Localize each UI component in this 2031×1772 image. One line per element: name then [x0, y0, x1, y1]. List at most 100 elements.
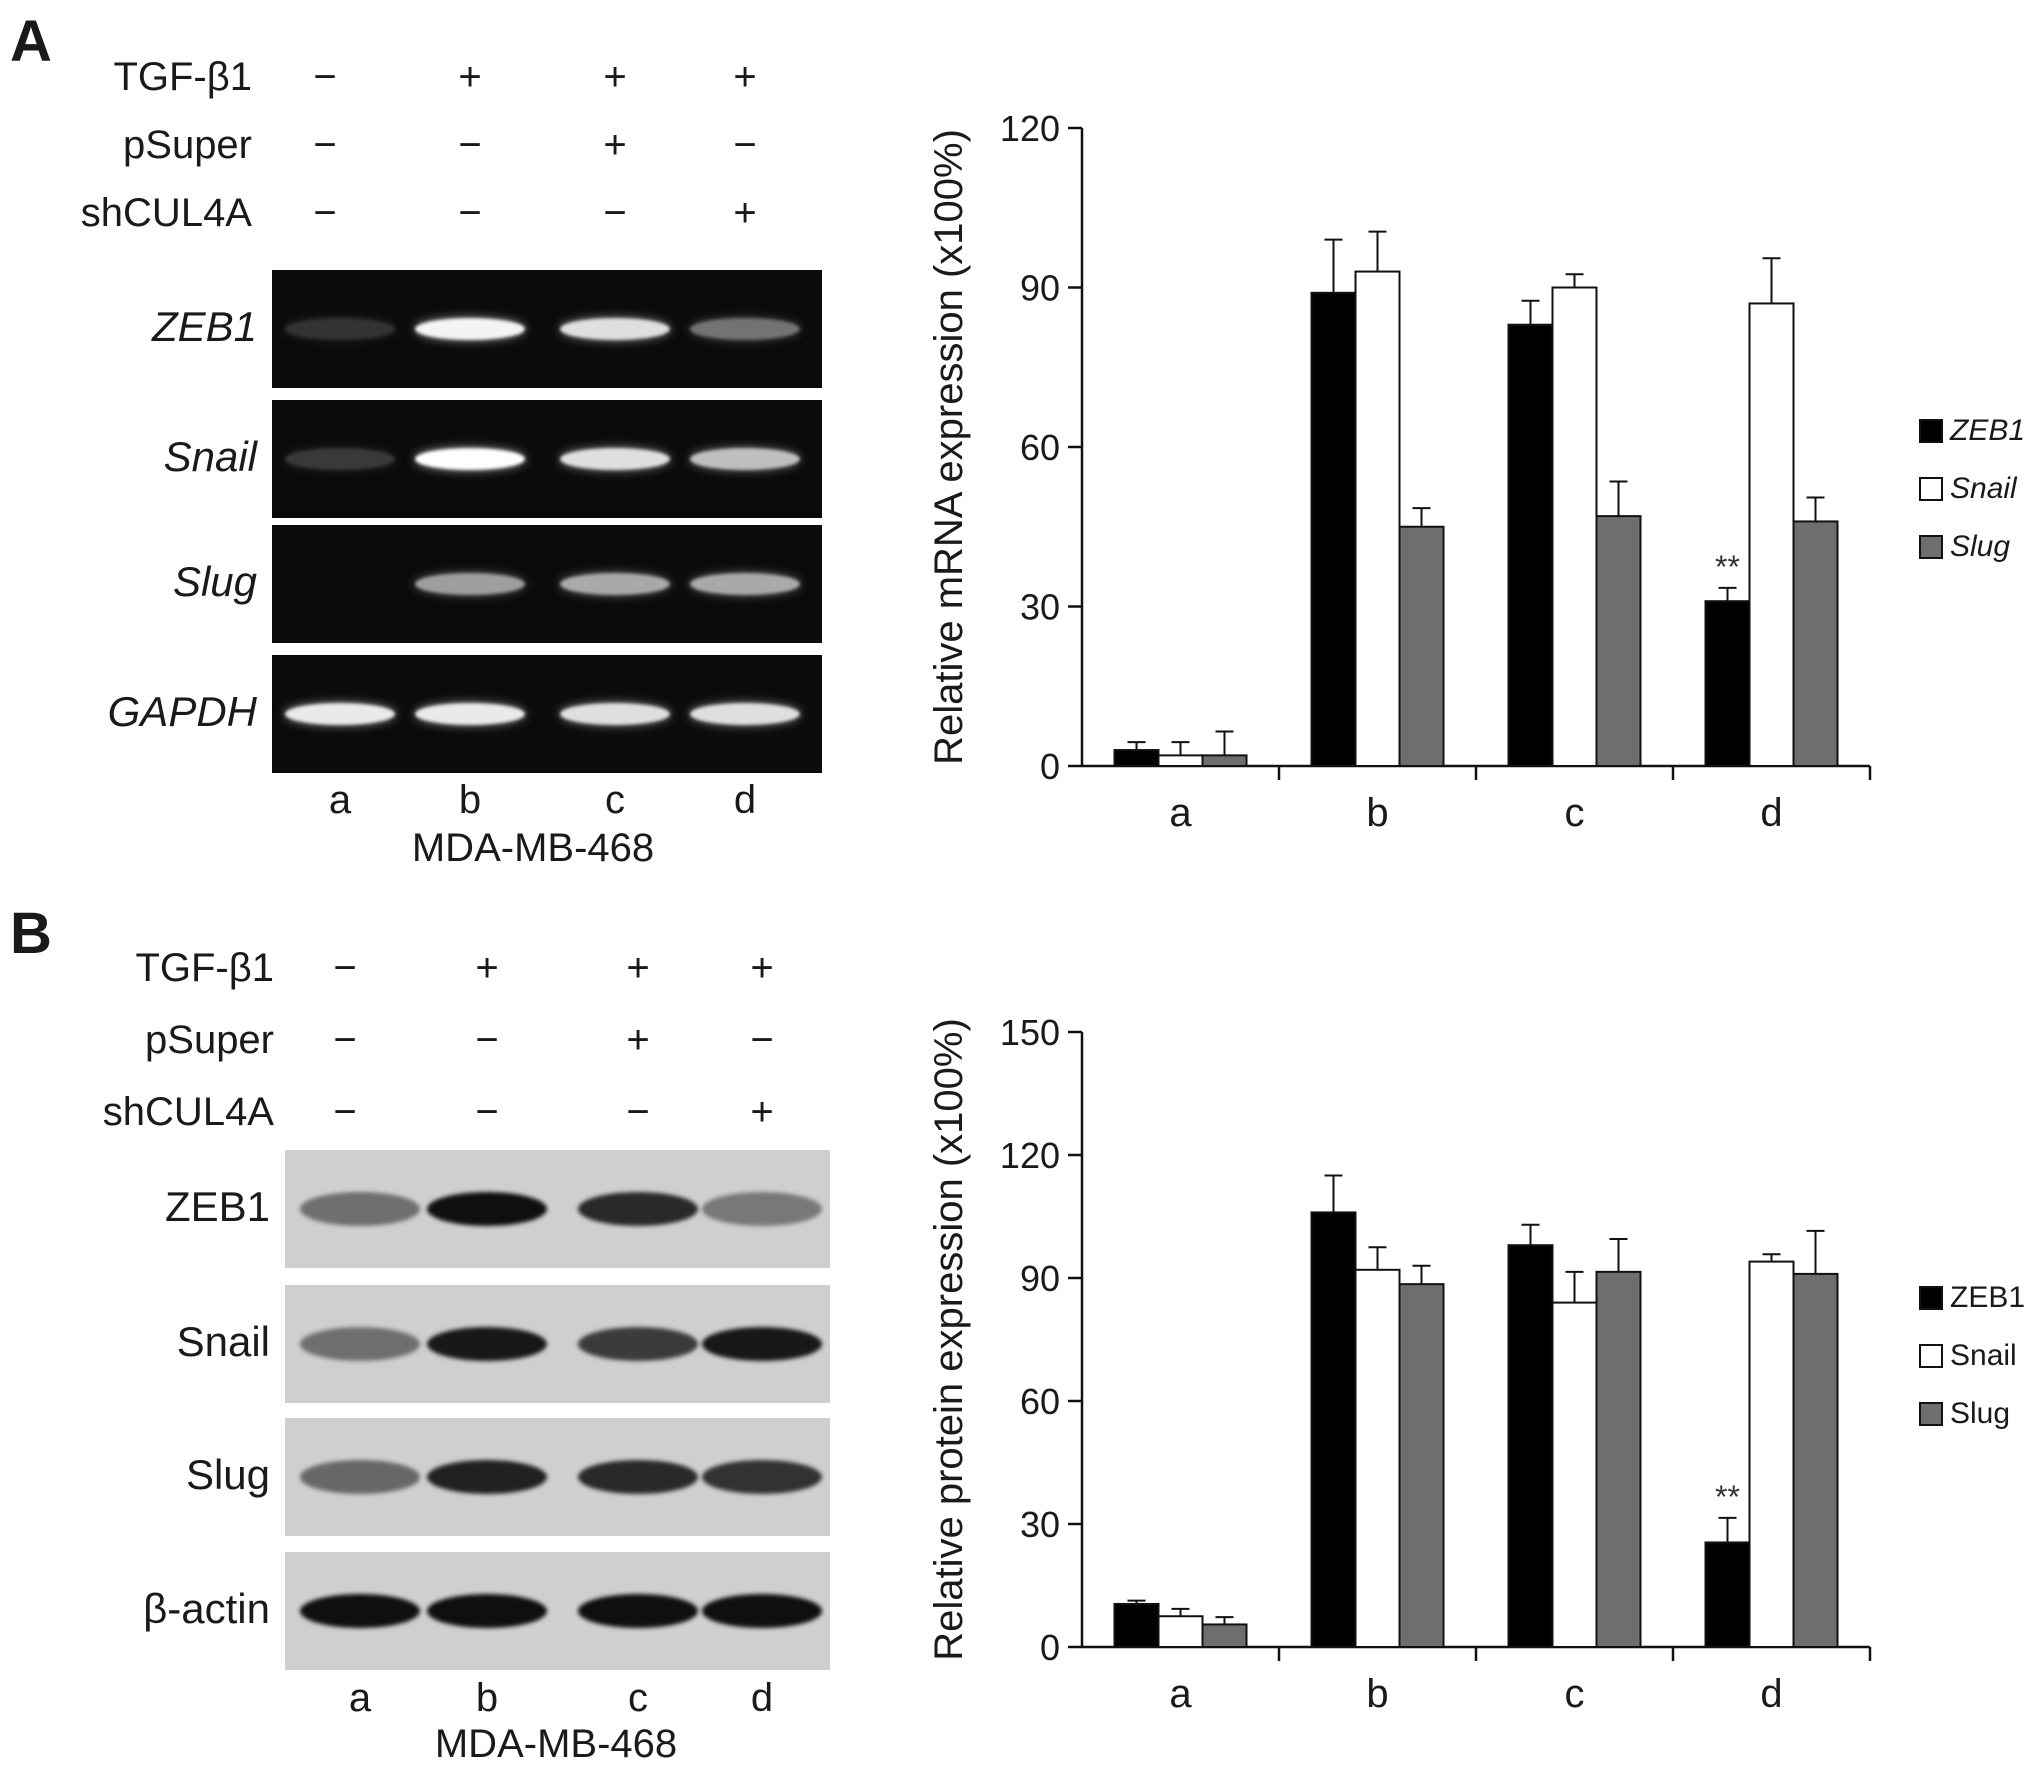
gel-band — [415, 703, 525, 725]
bar — [1157, 754, 1204, 767]
condition-sign: + — [475, 946, 499, 990]
condition-sign: − — [333, 1018, 357, 1062]
condition-sign: + — [458, 55, 482, 99]
bar — [1704, 1541, 1751, 1649]
gel-band — [427, 1327, 547, 1361]
gel-band — [690, 448, 800, 470]
y-tick-label: 60 — [1020, 1381, 1060, 1422]
bar — [1748, 1260, 1795, 1648]
bar — [1792, 1272, 1839, 1648]
bar — [1551, 286, 1598, 767]
gel-band — [702, 1327, 822, 1361]
condition-sign: + — [750, 1090, 774, 1134]
x-tick-label: b — [1366, 1672, 1388, 1716]
lane-label: b — [458, 778, 482, 822]
significance-marker: ** — [1715, 1479, 1740, 1515]
bar — [1113, 749, 1160, 767]
gel-strip — [285, 1285, 830, 1403]
gel-strip — [272, 400, 822, 518]
condition-sign: + — [733, 191, 757, 235]
gel-band — [300, 1460, 420, 1494]
legend-swatch — [1919, 535, 1943, 559]
gel-band — [560, 448, 670, 470]
legend-swatch — [1919, 1286, 1943, 1310]
plot-area: 0 30 60 90 120 150 Relative protein expression… — [927, 1012, 1872, 1716]
condition-sign: − — [733, 123, 757, 167]
condition-sign: − — [333, 1090, 357, 1134]
gel-strip — [285, 1418, 830, 1536]
y-axis-label: Relative mRNA expression (x100%) — [927, 129, 971, 765]
gel-band — [690, 318, 800, 340]
gel-row-label: Slug — [172, 558, 257, 605]
legend-label: Slug — [1950, 530, 2010, 563]
condition-sign: − — [458, 123, 482, 167]
x-tick-label: a — [1169, 791, 1192, 835]
y-tick-label: 0 — [1040, 1627, 1060, 1668]
gel-row-label: Slug — [185, 1451, 270, 1498]
lane-label: b — [475, 1676, 499, 1720]
condition-label: pSuper — [145, 1018, 274, 1062]
bar — [1113, 1602, 1160, 1649]
legend-swatch — [1919, 1402, 1943, 1426]
cell-line-a: MDA-MB-468 — [411, 826, 655, 870]
condition-label: TGF-β1 — [113, 55, 252, 99]
bar — [1551, 1301, 1598, 1648]
gel-row-label: ZEB1 — [164, 1183, 270, 1230]
condition-sign: − — [475, 1018, 499, 1062]
lane-label: d — [733, 778, 757, 822]
gel-band — [702, 1594, 822, 1628]
x-tick-label: d — [1760, 791, 1782, 835]
gel-band — [285, 318, 395, 340]
gel-band — [427, 1192, 547, 1226]
y-tick-label: 150 — [1000, 1012, 1060, 1053]
condition-label: shCUL4A — [80, 191, 252, 235]
gel-row-label: β-actin — [143, 1585, 270, 1632]
condition-label: pSuper — [123, 123, 252, 167]
gel-band — [300, 1594, 420, 1628]
y-tick-label: 30 — [1020, 1504, 1060, 1545]
x-tick-label: b — [1366, 791, 1388, 835]
bar — [1398, 1283, 1445, 1648]
bar — [1595, 515, 1642, 767]
gel-band — [285, 703, 395, 725]
gel-band — [285, 448, 395, 470]
condition-sign: + — [603, 55, 627, 99]
bar — [1310, 1211, 1357, 1648]
condition-sign: − — [313, 55, 337, 99]
bar — [1507, 323, 1554, 767]
legend-label: Snail — [1950, 472, 2018, 505]
legend-label: Slug — [1950, 1397, 2010, 1430]
gel-band — [690, 703, 800, 725]
gel-band — [427, 1594, 547, 1628]
gel-band — [560, 573, 670, 595]
gel-band — [702, 1460, 822, 1494]
condition-sign: − — [750, 1018, 774, 1062]
bar — [1157, 1615, 1204, 1648]
condition-sign: + — [603, 123, 627, 167]
bar — [1704, 600, 1751, 768]
condition-sign: + — [626, 1018, 650, 1062]
gel-band — [300, 1327, 420, 1361]
gel-strip — [285, 1150, 830, 1268]
panel-letter-a: A — [10, 9, 52, 74]
legend-swatch — [1919, 477, 1943, 501]
y-tick-label: 120 — [1000, 108, 1060, 149]
gel-row-label: GAPDH — [107, 688, 257, 735]
x-tick-label: d — [1760, 1672, 1782, 1716]
lane-label: d — [750, 1676, 774, 1720]
gel-strip — [272, 525, 822, 643]
panel-letter-b: B — [10, 901, 52, 966]
x-tick-label: a — [1169, 1672, 1192, 1716]
bar-chart-mrna: 0 30 60 90 120 Relative mRNA expression (x100… — [927, 108, 2025, 835]
bar — [1792, 520, 1839, 767]
gel-band — [690, 573, 800, 595]
gel-band — [300, 1192, 420, 1226]
condition-sign: + — [733, 55, 757, 99]
legend-label: ZEB1 — [1950, 1281, 2025, 1314]
condition-sign: + — [626, 946, 650, 990]
condition-sign: − — [458, 191, 482, 235]
bar — [1201, 1623, 1248, 1649]
legend-label: ZEB1 — [1949, 414, 2025, 447]
gel-band — [415, 573, 525, 595]
gel-strip — [272, 655, 822, 773]
